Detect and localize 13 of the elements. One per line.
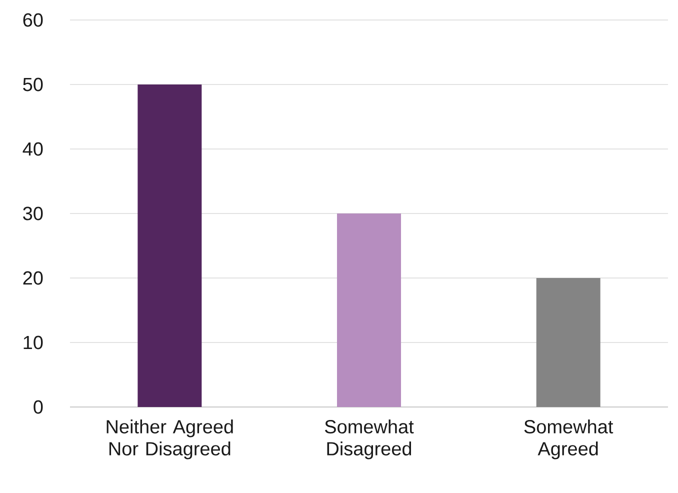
x-tick-label: Somewhat Agreed (524, 420, 614, 460)
x-tick-label: Somewhat Disagreed (324, 420, 414, 460)
bar (138, 84, 202, 407)
y-tick-label: 10 (24, 336, 43, 350)
y-tick-label: 20 (23, 271, 43, 285)
bar (337, 213, 402, 407)
y-tick-label: 60 (23, 13, 43, 27)
x-tick-label: Neither Agreed Nor Disagreed (106, 420, 233, 460)
y-tick-label: 0 (34, 400, 43, 414)
y-tick-label: 40 (22, 142, 43, 156)
y-tick-label: 50 (23, 78, 43, 92)
y-tick-label: 30 (23, 206, 43, 220)
bar (536, 278, 600, 407)
